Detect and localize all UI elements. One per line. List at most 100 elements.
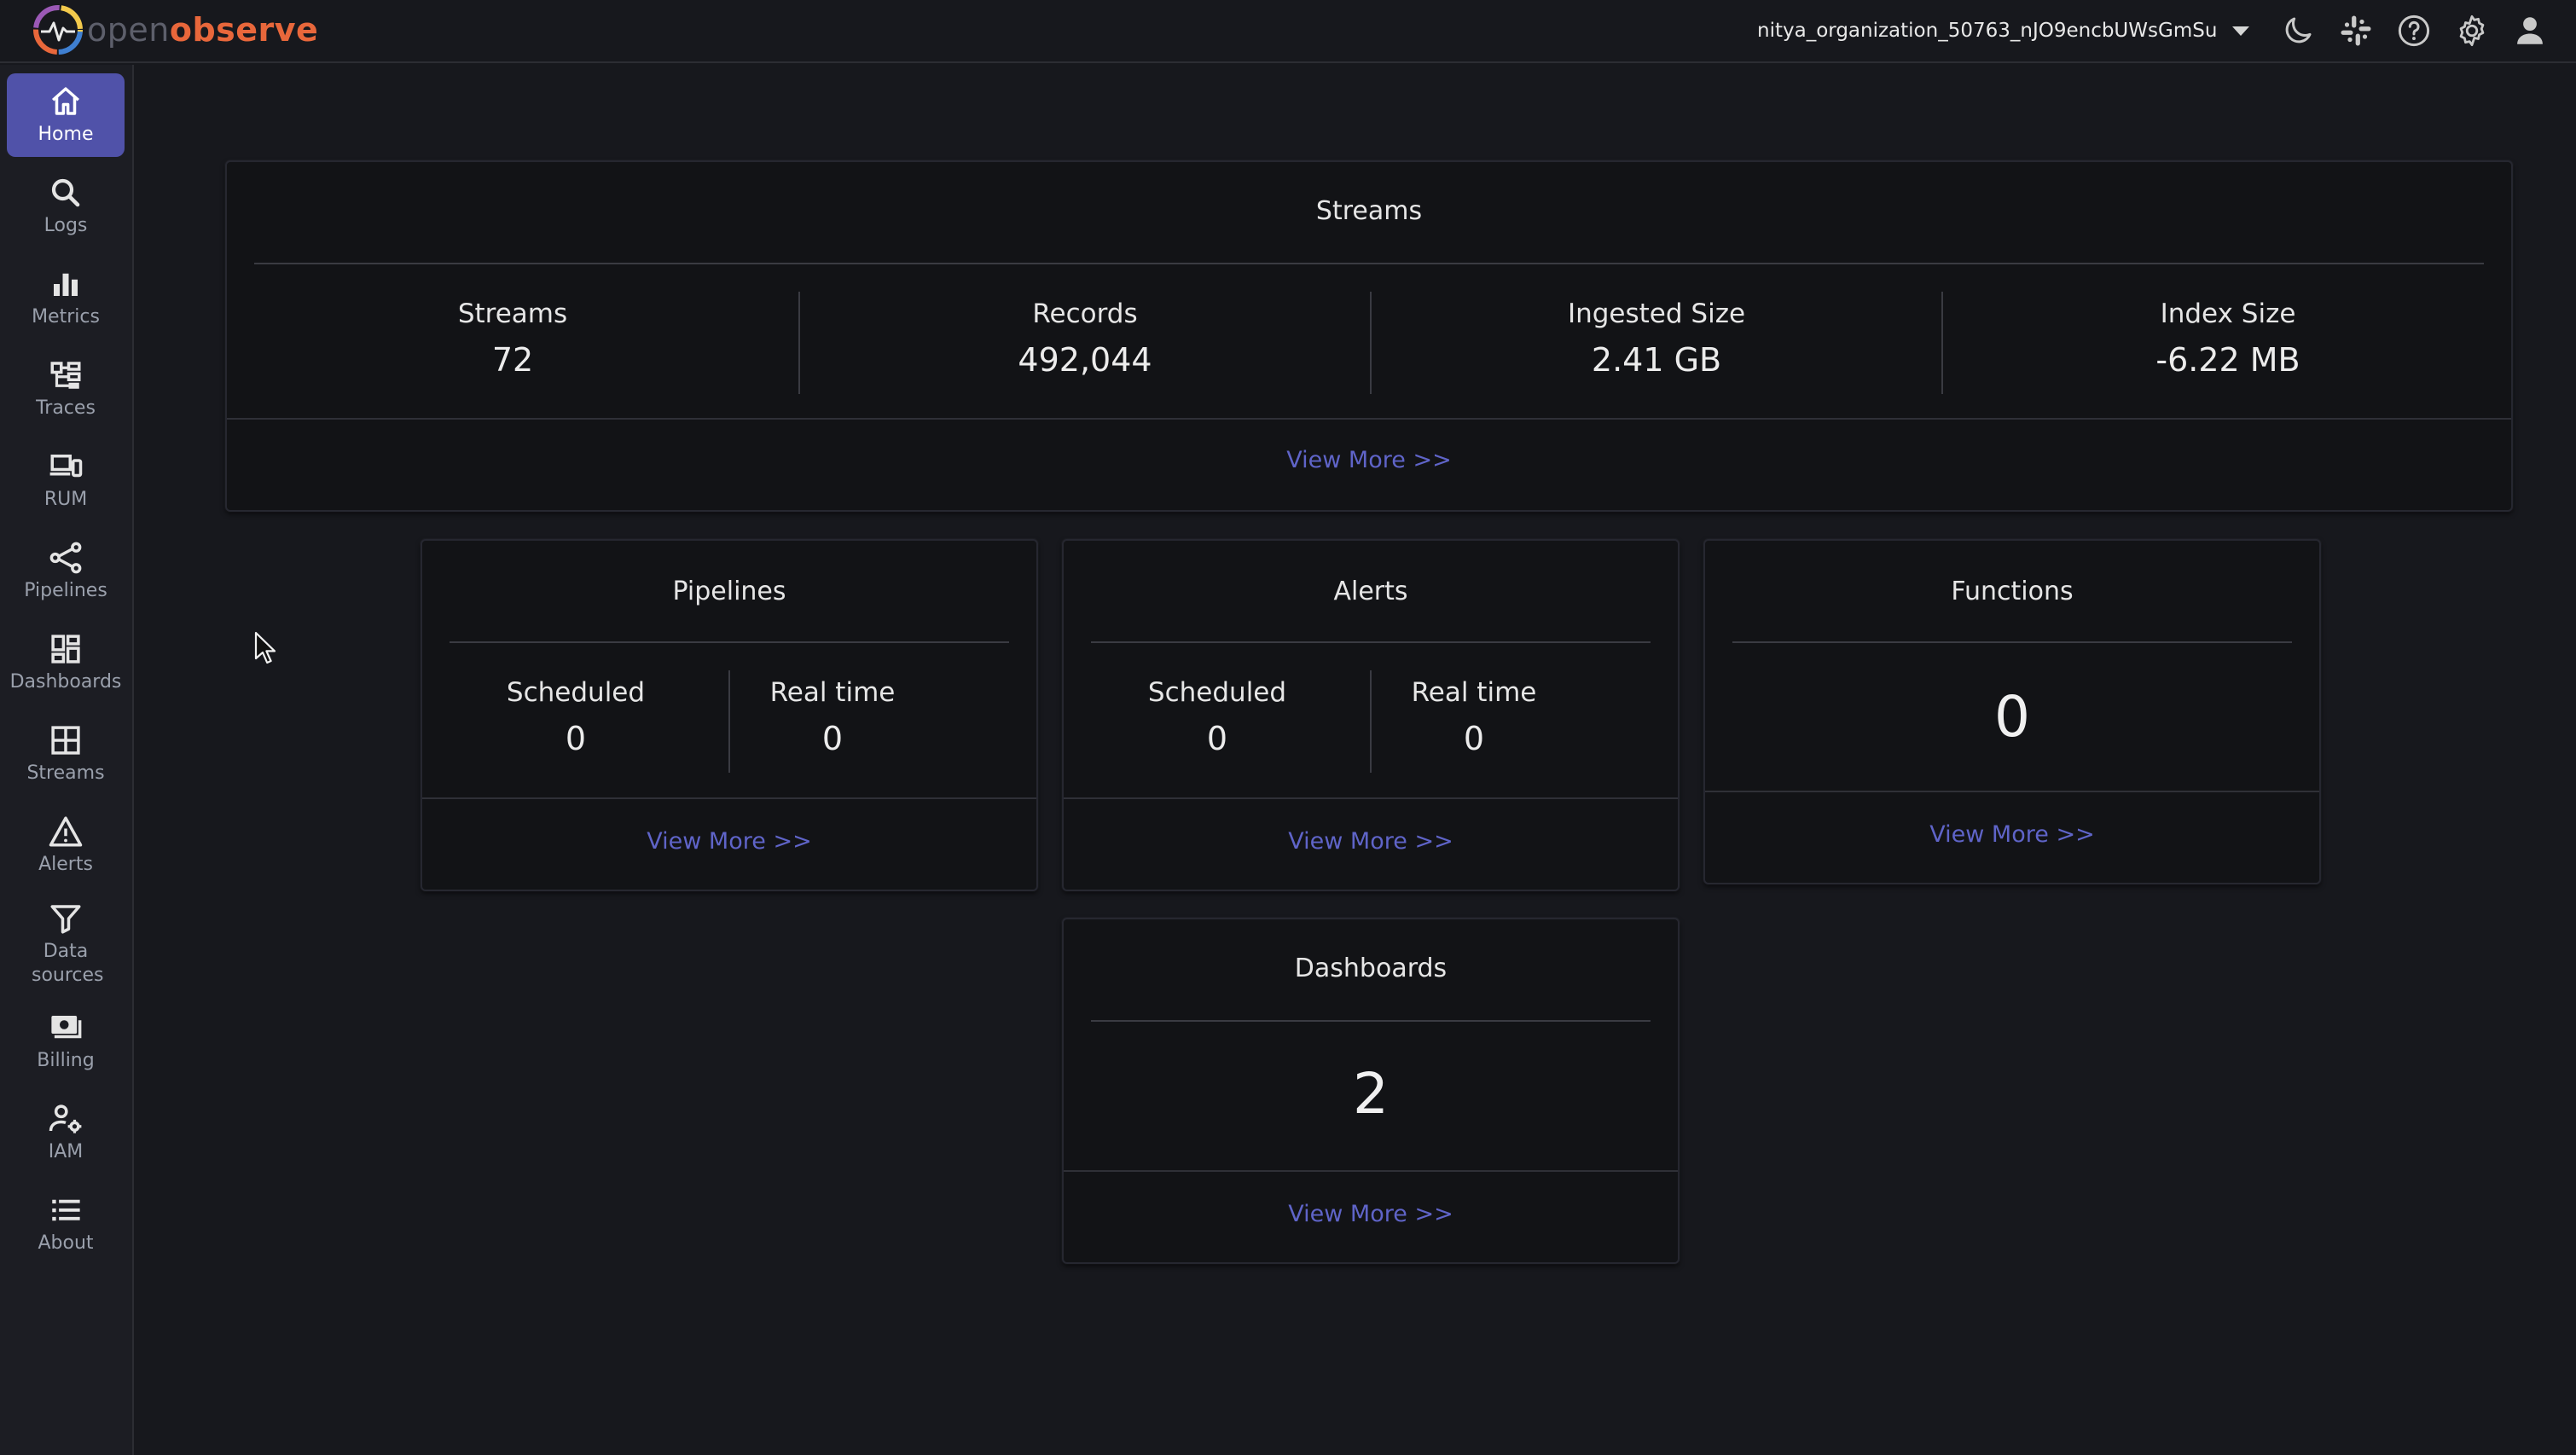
streams-icon — [51, 726, 80, 755]
help-icon[interactable] — [2393, 10, 2434, 51]
dashboards-count: 2 — [1353, 1061, 1389, 1127]
bar-chart-icon — [54, 273, 78, 296]
pipelines-realtime-label: Real time — [769, 677, 896, 708]
stat-streams-value: 72 — [491, 341, 534, 379]
sidebar-item-dashboards[interactable]: Dashboards — [7, 621, 125, 704]
iam-icon — [49, 1104, 82, 1133]
alert-icon — [49, 816, 83, 847]
alerts-card-title: Alerts — [1333, 577, 1408, 606]
sidebar-item-metrics[interactable]: Metrics — [7, 256, 125, 339]
pipelines-card-footer: View More >> — [422, 797, 1036, 890]
home-icon — [51, 87, 80, 115]
organization-selector[interactable]: nitya_organization_50763_nJO9encbUWsGmSu — [1757, 14, 2250, 48]
stat-ingested-size-label: Ingested Size — [1567, 299, 1746, 329]
filter-icon — [50, 905, 81, 934]
search-icon — [51, 178, 80, 207]
stat-streams: Streams 72 — [227, 299, 798, 379]
stat-records-value: 492,044 — [1018, 341, 1152, 379]
sidebar: Home Logs Metrics Traces RUM Pipelines D… — [0, 65, 134, 1455]
sidebar-item-billing[interactable]: Billing — [7, 1000, 125, 1083]
user-icon[interactable] — [2509, 10, 2550, 51]
sidebar-item-logs[interactable]: Logs — [7, 165, 125, 248]
stat-index-size: Index Size -6.22 MB — [1942, 299, 2514, 379]
sidebar-label-rum: RUM — [44, 489, 88, 510]
alerts-card-footer: View More >> — [1064, 797, 1678, 890]
streams-card-title: Streams — [1315, 196, 1423, 226]
stat-streams-label: Streams — [457, 299, 568, 329]
sidebar-item-traces[interactable]: Traces — [7, 347, 125, 431]
brand-open-text: open — [87, 11, 170, 49]
mouse-pointer-icon — [254, 631, 276, 664]
sidebar-label-metrics: Metrics — [32, 306, 100, 328]
list-icon — [52, 1199, 80, 1221]
stat-divider — [1941, 292, 1943, 394]
streams-view-more-link[interactable]: View More >> — [1286, 447, 1452, 473]
sidebar-label-data-sources: Data sources — [32, 941, 104, 986]
sidebar-label-about: About — [38, 1232, 94, 1254]
alerts-card-divider — [1091, 641, 1651, 643]
functions-card-divider — [1732, 641, 2292, 643]
dashboards-view-more-link[interactable]: View More >> — [1288, 1201, 1453, 1227]
settings-icon[interactable] — [2451, 10, 2492, 51]
sidebar-label-dashboards: Dashboards — [9, 671, 122, 693]
pipelines-scheduled: Scheduled 0 — [422, 677, 729, 757]
pipelines-realtime-value: 0 — [821, 720, 844, 757]
brand-observe-text: observe — [169, 11, 319, 49]
pipelines-icon — [49, 542, 82, 574]
brand-logo[interactable]: openobserve — [31, 3, 318, 56]
alerts-scheduled-value: 0 — [1206, 720, 1228, 757]
streams-card-footer: View More >> — [227, 418, 2511, 510]
streams-card: Streams Streams 72 Records 492,044 Inges… — [225, 160, 2513, 512]
sidebar-item-alerts[interactable]: Alerts — [7, 803, 125, 887]
sidebar-label-billing: Billing — [37, 1050, 95, 1071]
sidebar-label-streams: Streams — [26, 762, 105, 784]
stat-records-label: Records — [1032, 299, 1138, 329]
alerts-stat-divider — [1370, 670, 1372, 773]
header-actions — [2277, 10, 2550, 51]
sidebar-item-about[interactable]: About — [7, 1182, 125, 1266]
alerts-realtime-value: 0 — [1463, 720, 1485, 757]
stat-ingested-size: Ingested Size 2.41 GB — [1371, 299, 1942, 379]
moon-icon[interactable] — [2277, 10, 2318, 51]
sidebar-item-pipelines[interactable]: Pipelines — [7, 530, 125, 613]
top-header: openobserve nitya_organization_50763_nJO… — [0, 0, 2576, 63]
dashboards-icon — [51, 635, 80, 664]
functions-card-title: Functions — [1951, 577, 2074, 606]
dashboards-card-footer: View More >> — [1064, 1170, 1678, 1262]
functions-view-more-link[interactable]: View More >> — [1929, 821, 2095, 848]
pipelines-view-more-link[interactable]: View More >> — [647, 828, 812, 855]
caret-down-icon — [2232, 26, 2250, 36]
slack-icon[interactable] — [2335, 10, 2376, 51]
traces-icon — [50, 362, 81, 389]
alerts-view-more-link[interactable]: View More >> — [1288, 828, 1453, 855]
dashboards-card-title: Dashboards — [1294, 954, 1448, 983]
alerts-card: Alerts Scheduled 0 Real time 0 View More… — [1062, 539, 1680, 891]
pipelines-realtime: Real time 0 — [729, 677, 936, 757]
pipelines-stat-divider — [728, 670, 730, 773]
dashboards-card-divider — [1091, 1020, 1651, 1022]
pipelines-card-divider — [450, 641, 1009, 643]
stat-divider — [798, 292, 800, 394]
pipelines-card-title: Pipelines — [672, 577, 786, 606]
streams-card-divider — [254, 263, 2484, 264]
stat-divider — [1370, 292, 1372, 394]
sidebar-item-rum[interactable]: RUM — [7, 438, 125, 522]
pipelines-card: Pipelines Scheduled 0 Real time 0 View M… — [421, 539, 1038, 891]
functions-count: 0 — [1994, 684, 2030, 750]
sidebar-item-iam[interactable]: IAM — [7, 1091, 125, 1174]
functions-card: Functions 0 View More >> — [1703, 539, 2321, 884]
dashboards-card: Dashboards 2 View More >> — [1062, 918, 1680, 1264]
stat-index-size-label: Index Size — [2160, 299, 2296, 329]
sidebar-item-home[interactable]: Home — [7, 73, 125, 157]
sidebar-item-streams[interactable]: Streams — [7, 712, 125, 796]
pipelines-scheduled-value: 0 — [565, 720, 587, 757]
sidebar-label-traces: Traces — [36, 397, 96, 419]
alerts-scheduled-label: Scheduled — [1147, 677, 1287, 708]
pipelines-scheduled-label: Scheduled — [506, 677, 646, 708]
openobserve-logo-icon — [33, 5, 83, 55]
brand-name: openobserve — [87, 11, 318, 49]
sidebar-label-home: Home — [38, 124, 94, 145]
sidebar-item-data-sources[interactable]: Data sources — [7, 896, 125, 992]
alerts-scheduled: Scheduled 0 — [1064, 677, 1371, 757]
